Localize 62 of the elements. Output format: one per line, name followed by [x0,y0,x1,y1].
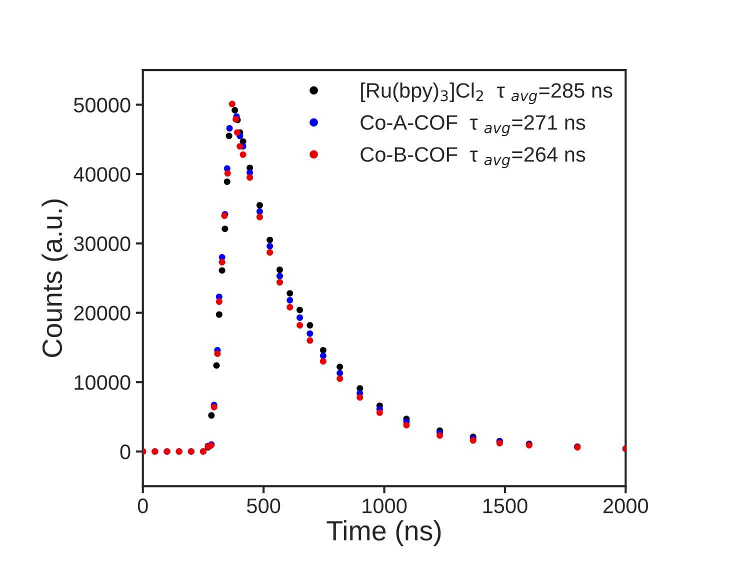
y-tick-label: 0 [120,444,130,460]
x-tick-label: 1000 [362,498,407,514]
point [240,151,246,158]
x-tick-label: 1500 [483,498,528,514]
point [218,267,226,274]
point [224,170,231,177]
point [216,311,222,318]
legend-label: Co-A-COF τ $_{avg}$=271 ns [360,115,586,136]
point [306,322,314,329]
point [336,370,344,376]
point [236,143,244,150]
point [356,394,364,401]
x-tick-label: 0 [138,498,148,514]
point [296,314,304,321]
point [336,364,344,370]
point [266,236,274,244]
point [336,375,344,382]
x-tick-label: 500 [247,498,280,514]
point [232,107,238,114]
point [214,350,221,357]
legend-label: Co-B-COF τ $_{avg}$=264 ns [360,147,586,168]
y-axis-title: Counts (a.u.) [42,200,68,357]
x-tick-label: 2000 [604,498,648,514]
point [256,214,263,220]
point [222,226,228,232]
point [246,174,254,181]
point [320,346,326,354]
point [403,422,410,428]
y-tick-label: 40000 [74,167,130,182]
point [266,249,274,256]
point [266,242,274,250]
x-axis-title: Time (ns) [326,520,441,546]
point [376,409,383,416]
point [436,432,444,439]
point [320,352,326,360]
point [276,266,284,274]
point [213,362,220,369]
point [224,178,230,185]
point [276,272,284,280]
point [208,412,215,419]
point [218,258,226,266]
point [320,358,326,365]
point [226,125,233,132]
point [286,297,294,304]
point [286,304,294,310]
point [256,208,263,215]
y-tick-label: 20000 [74,306,130,321]
point [296,322,304,329]
y-tick-label: 30000 [74,236,130,252]
point [228,100,236,108]
point [286,290,294,297]
point [296,306,304,314]
point [256,202,263,209]
point [276,279,284,286]
legend-label: [Ru(bpy)$_{3}$]Cl$_{2}$ τ $_{avg}$=285 ns [361,82,612,104]
y-tick-label: 50000 [74,98,130,112]
point [234,129,241,136]
point [226,132,232,140]
point [216,298,222,305]
y-tick-label: 10000 [74,375,130,390]
point [306,337,314,344]
point [306,330,314,337]
